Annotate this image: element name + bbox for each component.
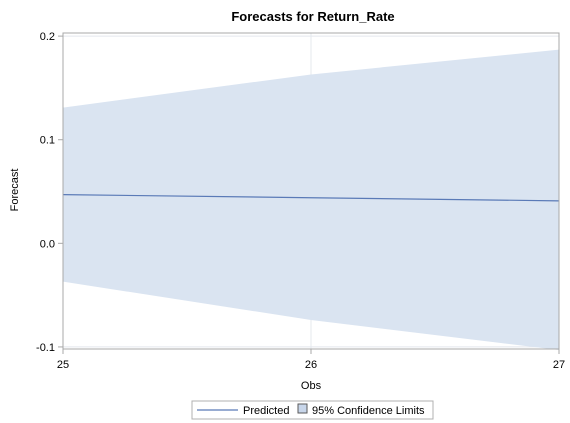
predicted-line [62, 194, 560, 202]
y-tick-label: -0.1 [36, 342, 55, 354]
y-tick-label: 0.2 [40, 31, 55, 43]
y-axis-ticks: 0.2 0.1 0.0 -0.1 [36, 31, 63, 354]
x-axis-ticks: 25 26 27 [57, 349, 565, 371]
x-tick-label: 26 [305, 359, 317, 371]
y-tick-label: 0.1 [40, 135, 55, 147]
y-tick-label: 0.0 [40, 238, 55, 250]
chart-title: Forecasts for Return_Rate [231, 9, 394, 24]
legend-predicted-label: Predicted [243, 405, 289, 417]
legend: Predicted 95% Confidence Limits [191, 400, 434, 420]
y-axis-label: Forecast [9, 169, 21, 212]
confidence-band [63, 49, 559, 351]
legend-box [191, 400, 434, 420]
x-tick-label: 25 [57, 359, 69, 371]
x-axis-label: Obs [301, 380, 322, 392]
legend-confidence-label: 95% Confidence Limits [312, 405, 425, 417]
legend-confidence-swatch [297, 403, 308, 414]
x-tick-label: 27 [553, 359, 565, 371]
